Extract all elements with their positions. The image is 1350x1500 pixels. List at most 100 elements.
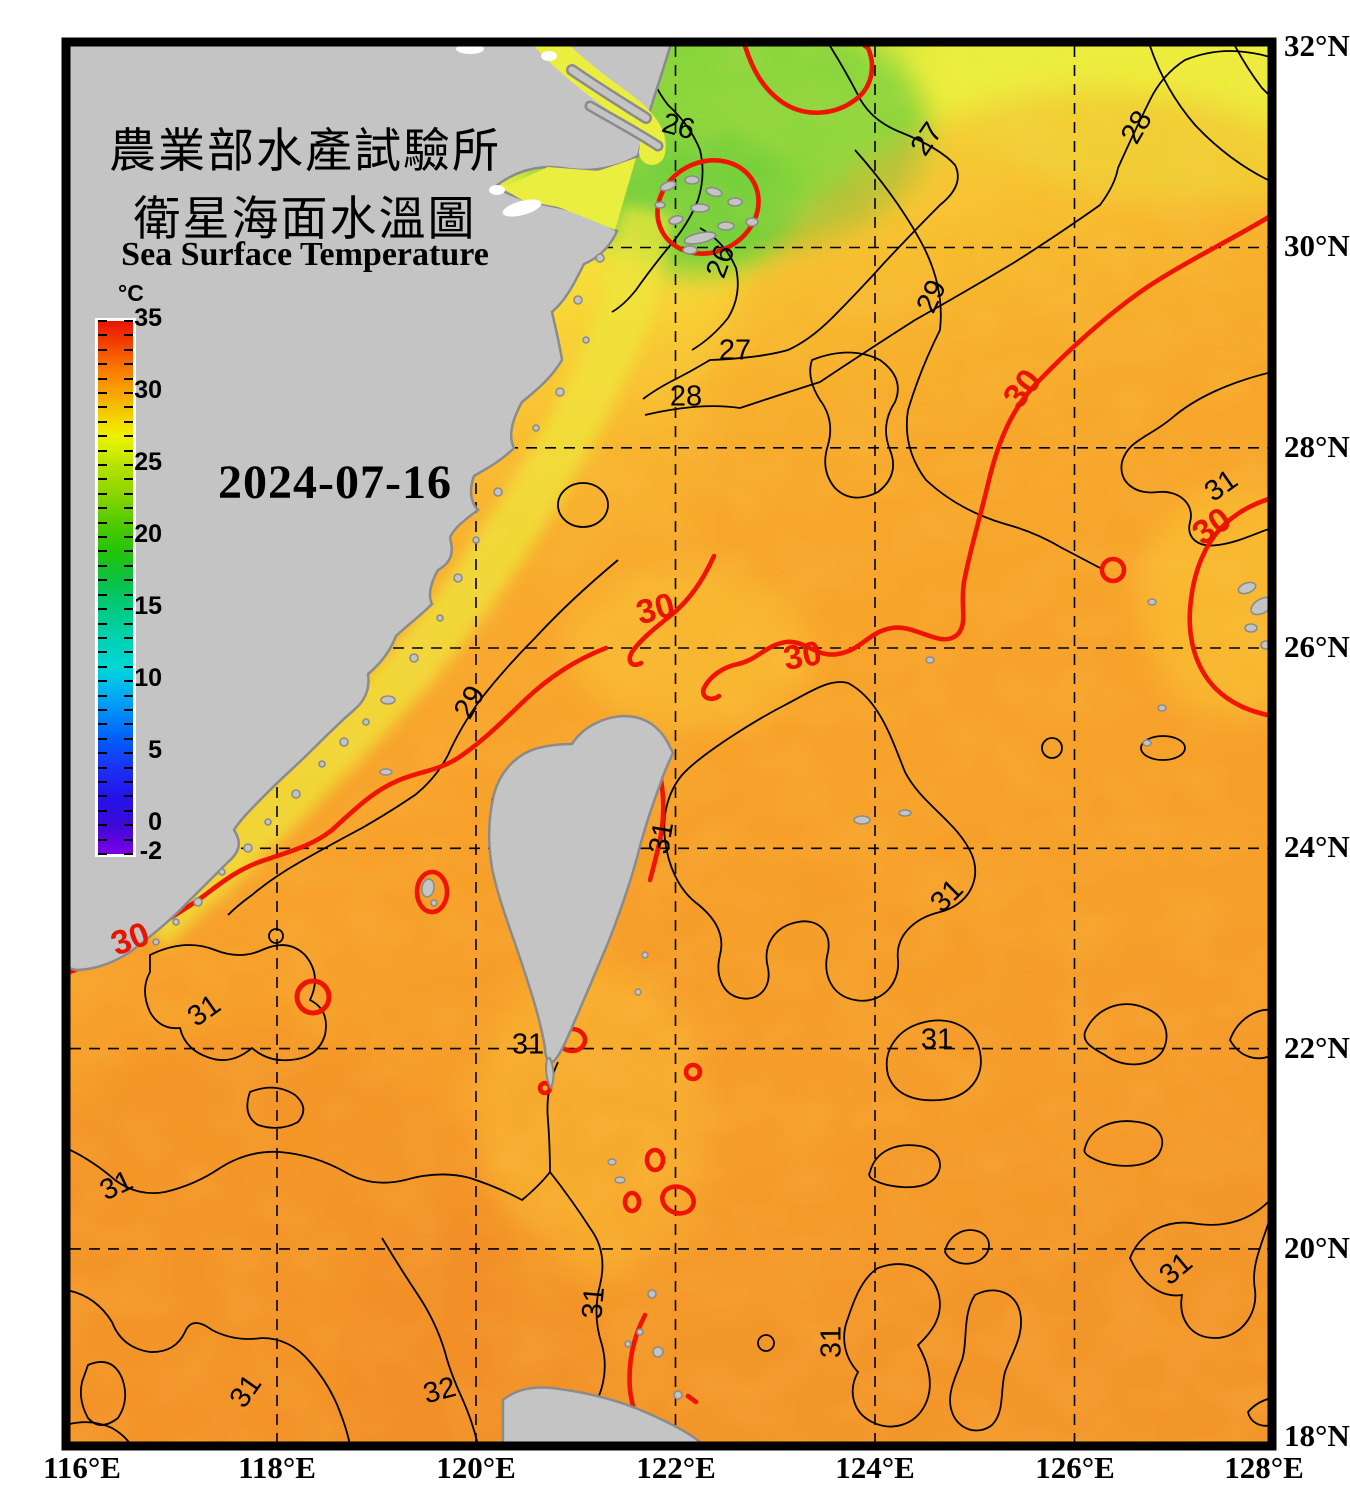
- red-isotherms-30: [70, 46, 1272, 1431]
- contour-label-31: 31: [921, 1024, 953, 1056]
- lon-label-126°E: 126°E: [1035, 1450, 1115, 1485]
- penghu-islands: [421, 878, 438, 907]
- colorbar-tick: [98, 651, 107, 654]
- colorbar-tick: [124, 780, 133, 783]
- colorbar-tick: [124, 838, 133, 841]
- colorbar-tick: [98, 464, 107, 467]
- red-30-right-loop: [1187, 495, 1272, 719]
- lon-label-118°E: 118°E: [238, 1450, 316, 1485]
- colorbar-tick: [98, 809, 107, 812]
- isotherm-32: [381, 1237, 479, 1444]
- colorbar-tick: [124, 680, 133, 683]
- colorbar-tick: [124, 622, 133, 625]
- colorbar: [95, 318, 136, 857]
- colorbar-tick: [124, 507, 133, 510]
- map-frame: [61, 37, 1277, 1451]
- colorbar-tick: [124, 651, 133, 654]
- lon-label-128°E: 128°E: [1224, 1450, 1304, 1485]
- contour-label-31: 31: [643, 819, 680, 856]
- hangzhou-bay: [502, 158, 636, 230]
- isotherm-26: [611, 46, 704, 313]
- contour-label-27: 27: [719, 335, 751, 367]
- colorbar-value-15: 15: [134, 592, 162, 621]
- colorbar-tick: [98, 449, 107, 452]
- colorbar-tick: [98, 363, 107, 366]
- taiwan-offshore-islets: [379, 768, 649, 1184]
- red-30-main: [700, 212, 1272, 702]
- isotherm-31-long: [70, 1148, 606, 1444]
- colorbar-tick: [98, 536, 107, 539]
- isotherm-26b: [691, 227, 739, 351]
- isotherm-27: [642, 46, 959, 400]
- colorbar-tick: [98, 420, 107, 423]
- colorbar-value-10: 10: [134, 664, 162, 693]
- colorbar-tick: [98, 377, 107, 380]
- colorbar-tick: [124, 363, 133, 366]
- lon-label-122°E: 122°E: [636, 1450, 716, 1485]
- colorbar-tick: [98, 320, 107, 322]
- colorbar-tick: [124, 449, 133, 452]
- colorbar-tick: [124, 853, 133, 855]
- lon-label-120°E: 120°E: [436, 1450, 516, 1485]
- colorbar-tick: [124, 320, 133, 322]
- colorbar-tick: [124, 406, 133, 409]
- babuyan-islets: [624, 1289, 683, 1400]
- title-english: Sea Surface Temperature: [121, 236, 489, 273]
- title-zh-line1: 農業部水產試驗所: [109, 126, 501, 178]
- land-masses: [70, 46, 1272, 1444]
- colorbar-tick: [98, 507, 107, 510]
- colorbar-value-30: 30: [134, 376, 162, 405]
- colorbar-tick: [98, 579, 107, 582]
- isotherm-28c: [1149, 46, 1269, 181]
- colorbar-value-20: 20: [134, 520, 162, 549]
- colorbar-tick: [124, 593, 133, 596]
- colorbar-tick: [98, 608, 107, 611]
- colorbar-tick: [124, 348, 133, 351]
- colorbar-tick: [124, 723, 133, 726]
- colorbar-tick: [124, 536, 133, 539]
- colorbar-tick: [124, 809, 133, 812]
- lat-label-26°N: 26°N: [1284, 629, 1350, 664]
- zhoushan-islands: [654, 175, 759, 255]
- title-zh-line2: 衛星海面水溫圖: [133, 194, 477, 246]
- colorbar-value--2: -2: [139, 837, 162, 865]
- land-luzon: [501, 1386, 703, 1444]
- contour-label-31: 31: [816, 1326, 848, 1358]
- isotherm-31-sw: [144, 944, 327, 1062]
- isotherm-31-se: [1129, 1200, 1272, 1339]
- date-label: 2024-07-16: [218, 456, 452, 509]
- colorbar-tick: [124, 550, 133, 553]
- lat-label-32°N: 32°N: [1284, 28, 1350, 63]
- colorbar-tick: [124, 564, 133, 567]
- colorbar-tick: [98, 550, 107, 553]
- colorbar-tick: [98, 795, 107, 798]
- colorbar-value-0: 0: [148, 808, 162, 837]
- land-taiwan: [487, 714, 675, 1063]
- colorbar-tick: [124, 521, 133, 524]
- lat-label-20°N: 20°N: [1284, 1230, 1350, 1265]
- colorbar-tick: [98, 478, 107, 481]
- contour-label-30: 30: [781, 634, 825, 678]
- colorbar-tick: [124, 377, 133, 380]
- contour-label-31: 31: [576, 1285, 611, 1320]
- colorbar-tick: [98, 723, 107, 726]
- colorbar-tick: [124, 492, 133, 495]
- colorbar-tick: [124, 420, 133, 423]
- colorbar-tick: [124, 665, 133, 668]
- isotherm-29-coastal: [227, 559, 619, 916]
- yangtze-estuary: [534, 46, 666, 165]
- colorbar-tick: [98, 636, 107, 639]
- colorbar-tick: [98, 334, 107, 337]
- lat-label-28°N: 28°N: [1284, 429, 1350, 464]
- colorbar-tick: [98, 824, 107, 827]
- isotherm-27-pocket: [809, 351, 899, 499]
- colorbar-tick: [98, 766, 107, 769]
- black-isotherms: [70, 46, 1272, 1444]
- colorbar-tick: [124, 478, 133, 481]
- isotherm-small-loop: [557, 482, 609, 528]
- colorbar-tick: [124, 608, 133, 611]
- lat-label-22°N: 22°N: [1284, 1030, 1350, 1065]
- colorbar-tick: [98, 737, 107, 740]
- red-sliver-taiwan-east: [647, 777, 666, 883]
